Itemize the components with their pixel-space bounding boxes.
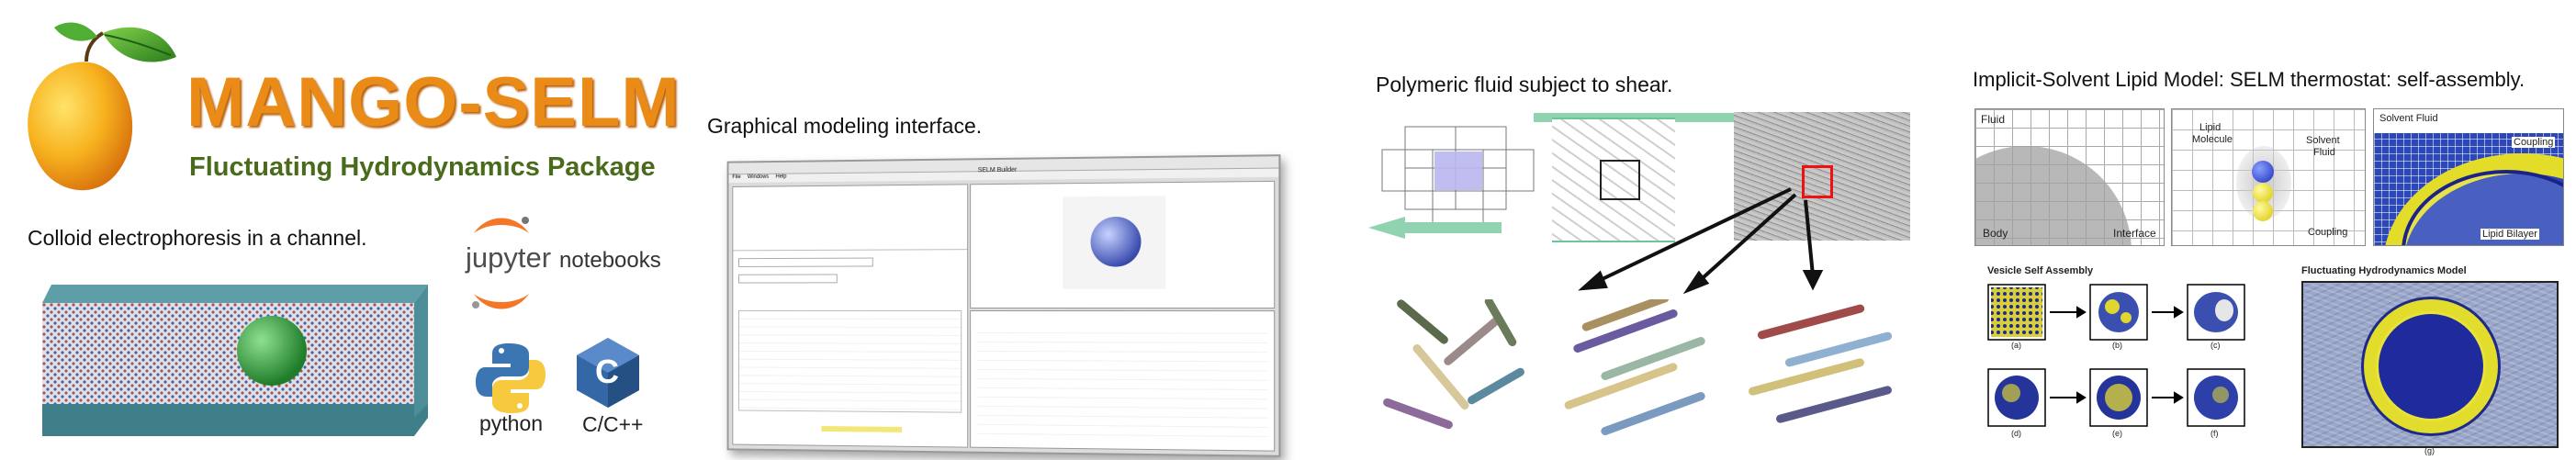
polymer-zoom-panel-1 (1381, 299, 1539, 439)
panel1-interface-label: Interface (2113, 227, 2156, 240)
vesicle-label-a: (a) (2011, 341, 2021, 350)
gui-viewer-pane (970, 181, 1275, 309)
jupyter-notebooks-label: notebooks (559, 248, 661, 274)
vesicle-label-f: (f) (2210, 429, 2219, 438)
panel2-lipid-line2: Molecule (2192, 134, 2233, 145)
gui-menu-file[interactable]: File (732, 174, 740, 180)
lipid-caption: Implicit-Solvent Lipid Model: SELM therm… (1973, 68, 2525, 92)
colloid-channel-figure (42, 266, 437, 450)
fhm-title: Fluctuating Hydrodynamics Model (2301, 265, 2467, 276)
vesicle-frames (1984, 279, 2296, 454)
vesicle-label-d: (d) (2011, 429, 2021, 438)
gui-menu-windows[interactable]: Windows (748, 174, 769, 180)
cpp-label: C/C++ (582, 412, 643, 437)
panel3-solvent-fluid-label: Solvent Fluid (2379, 113, 2438, 124)
brand-title: MANGO-SELM (186, 62, 681, 142)
fhm-panel (2301, 281, 2559, 448)
colloid-caption: Colloid electrophoresis in a channel. (28, 226, 367, 251)
zoom-arrows (1515, 165, 1846, 294)
jupyter-word: jupyter (466, 241, 551, 275)
panel1-fluid-label: Fluid (1981, 113, 2005, 126)
polymer-zoom-panel-2 (1561, 299, 1723, 439)
python-label: python (479, 411, 543, 436)
lipid-panel-bilayer: Solvent Fluid Coupling Lipid Bilayer (2373, 108, 2564, 246)
python-logo (474, 342, 547, 415)
gui-left-pane (732, 184, 968, 447)
panel3-lipid-bilayer-label: Lipid Bilayer (2480, 229, 2539, 240)
panel2-coupling-label: Coupling (2308, 227, 2347, 238)
panel1-body-label: Body (1983, 227, 2008, 240)
panel2-solvent-line1: Solvent (2306, 135, 2340, 146)
vesicle-assembly-title: Vesicle Self Assembly (1987, 265, 2093, 276)
vesicle-label-e: (e) (2112, 429, 2122, 438)
panel3-coupling-label: Coupling (2512, 137, 2555, 148)
lipid-panel-molecule: Lipid Molecule Solvent Fluid Coupling (2171, 108, 2366, 246)
fhm-label-g: (g) (2424, 446, 2435, 455)
gui-window: SELM Builder File Windows Help (727, 154, 1281, 457)
panel2-solvent-line2: Fluid (2313, 147, 2335, 158)
gui-window-title: SELM Builder (978, 167, 1018, 174)
cpp-logo-letter: C (595, 353, 619, 391)
gui-editor-pane (970, 310, 1275, 452)
gui-caption: Graphical modeling interface. (707, 114, 982, 139)
vesicle-label-b: (b) (2112, 341, 2122, 350)
gui-menu-help[interactable]: Help (776, 174, 787, 180)
vesicle-label-c: (c) (2210, 341, 2221, 350)
lipid-panel-body-interface: Fluid Body Interface (1974, 108, 2165, 246)
panel2-lipid-line1: Lipid (2199, 122, 2221, 133)
polymer-caption: Polymeric fluid subject to shear. (1376, 73, 1672, 97)
polymer-zoom-panel-3 (1747, 299, 1908, 439)
brand-subtitle: Fluctuating Hydrodynamics Package (189, 152, 656, 183)
mango-logo (13, 20, 187, 199)
